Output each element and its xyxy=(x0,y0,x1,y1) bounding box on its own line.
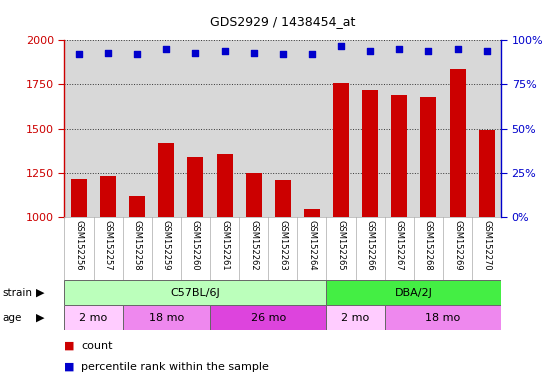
Bar xyxy=(210,305,326,330)
Text: GSM152265: GSM152265 xyxy=(337,220,346,271)
Text: GSM152256: GSM152256 xyxy=(74,220,83,271)
Bar xyxy=(326,280,501,305)
Text: GSM152270: GSM152270 xyxy=(482,220,491,271)
Text: GSM152264: GSM152264 xyxy=(307,220,316,271)
Text: GSM152262: GSM152262 xyxy=(249,220,258,271)
Bar xyxy=(188,157,203,217)
Bar xyxy=(100,176,116,217)
Text: GSM152259: GSM152259 xyxy=(162,220,171,271)
Bar xyxy=(479,131,494,217)
Text: count: count xyxy=(81,341,113,351)
Bar xyxy=(129,196,145,217)
Text: GSM152267: GSM152267 xyxy=(395,220,404,271)
Text: strain: strain xyxy=(3,288,33,298)
Bar xyxy=(64,280,326,305)
Point xyxy=(366,48,375,54)
Bar xyxy=(217,154,232,217)
Point xyxy=(162,46,171,52)
Text: GSM152258: GSM152258 xyxy=(133,220,142,271)
Text: DBA/2J: DBA/2J xyxy=(395,288,433,298)
Bar xyxy=(275,180,291,217)
Point xyxy=(104,50,113,56)
Bar xyxy=(326,305,385,330)
Bar xyxy=(333,83,349,217)
Text: ■: ■ xyxy=(64,362,75,372)
Bar xyxy=(385,305,501,330)
Text: 18 mo: 18 mo xyxy=(426,313,460,323)
Bar xyxy=(421,97,436,217)
Text: GSM152257: GSM152257 xyxy=(104,220,113,271)
Point xyxy=(133,51,142,58)
Point xyxy=(453,46,462,52)
Point xyxy=(249,50,258,56)
Point xyxy=(395,46,404,52)
Bar xyxy=(64,305,123,330)
Text: GSM152263: GSM152263 xyxy=(278,220,287,271)
Point xyxy=(74,51,83,58)
Bar xyxy=(304,209,320,217)
Point xyxy=(220,48,229,54)
Text: ■: ■ xyxy=(64,341,75,351)
Bar xyxy=(362,90,378,217)
Bar xyxy=(158,143,174,217)
Text: 26 mo: 26 mo xyxy=(251,313,286,323)
Text: percentile rank within the sample: percentile rank within the sample xyxy=(81,362,269,372)
Bar xyxy=(391,95,407,217)
Text: GSM152269: GSM152269 xyxy=(453,220,462,271)
Text: GSM152266: GSM152266 xyxy=(366,220,375,271)
Text: 18 mo: 18 mo xyxy=(149,313,184,323)
Text: GDS2929 / 1438454_at: GDS2929 / 1438454_at xyxy=(210,15,356,28)
Point xyxy=(278,51,287,58)
Text: age: age xyxy=(3,313,22,323)
Text: GSM152260: GSM152260 xyxy=(191,220,200,271)
Text: GSM152261: GSM152261 xyxy=(220,220,229,271)
Text: 2 mo: 2 mo xyxy=(80,313,108,323)
Point xyxy=(191,50,200,56)
Bar xyxy=(246,173,262,217)
Point xyxy=(424,48,433,54)
Text: ▶: ▶ xyxy=(36,313,45,323)
Bar xyxy=(123,305,210,330)
Text: 2 mo: 2 mo xyxy=(342,313,370,323)
Bar xyxy=(450,69,465,217)
Text: C57BL/6J: C57BL/6J xyxy=(171,288,220,298)
Text: GSM152268: GSM152268 xyxy=(424,220,433,271)
Point xyxy=(482,48,491,54)
Bar xyxy=(71,179,87,217)
Point xyxy=(307,51,316,58)
Text: ▶: ▶ xyxy=(36,288,45,298)
Point xyxy=(337,43,346,49)
